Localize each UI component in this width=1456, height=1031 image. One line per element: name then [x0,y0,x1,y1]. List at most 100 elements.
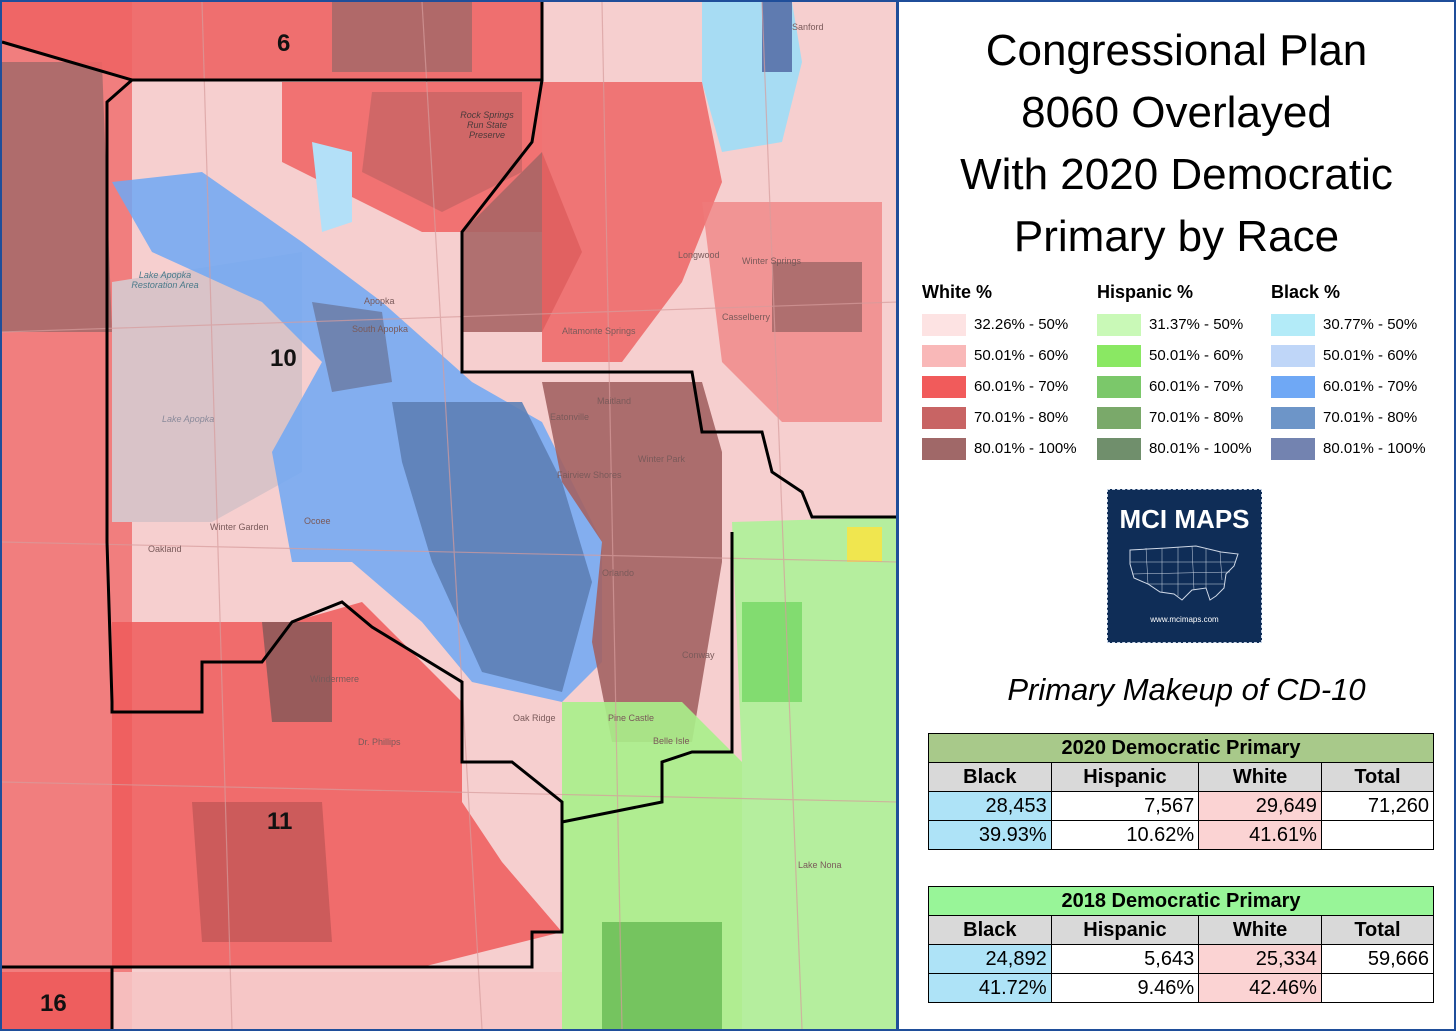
table-cell: 25,334 [1198,944,1322,974]
legend-swatch [922,314,966,336]
legend-label: 60.01% - 70% [974,378,1069,395]
table-title: 2020 Democratic Primary [928,733,1434,763]
legend-label: 70.01% - 80% [1149,409,1244,426]
table-cell: 71,260 [1320,791,1435,821]
table-cell: 9.46% [1050,973,1200,1003]
district-map[interactable]: 6 10 11 16 Sanford Lake Apopka Restorati… [2,2,898,1029]
legend-swatch [922,376,966,398]
legend-label: 50.01% - 60% [1149,347,1244,364]
place-label: Winter Springs [742,256,802,266]
legend-item: 31.37% - 50% [1097,311,1272,342]
mci-maps-logo: MCI MAPS www.mcimaps.com [1107,489,1262,643]
title-line: 8060 Overlayed [1021,88,1332,137]
table-cell: 29,649 [1198,791,1322,821]
place-label: Maitland [597,396,632,406]
place-label: Rock Springs Run State Preserve [460,110,514,140]
us-map-icon [1129,545,1239,601]
legend-heading: Black % [1271,282,1341,302]
makeup-title: Primary Makeup of CD-10 [1007,672,1366,707]
legend-swatch [922,438,966,460]
table-row: 24,892 5,643 25,334 59,666 [928,944,1435,974]
legend-label: 50.01% - 60% [1323,347,1418,364]
legend-item: 60.01% - 70% [922,373,1097,404]
legend-item: 80.01% - 100% [922,435,1097,466]
table-cell: 39.93% [928,820,1052,850]
table-cell: 59,666 [1320,944,1435,974]
legend-item: 80.01% - 100% [1271,435,1446,466]
legend-item: 70.01% - 80% [922,404,1097,435]
legend-item: 70.01% - 80% [1097,404,1272,435]
legend-label: 32.26% - 50% [974,316,1069,333]
logo-url: www.mcimaps.com [1150,615,1219,624]
map-title: Congressional Plan 8060 Overlayed With 2… [899,20,1454,268]
legend-item: 60.01% - 70% [1271,373,1446,404]
place-label: Oakland [148,544,182,554]
place-label: Dr. Phillips [358,737,401,747]
column-header: Total [1320,915,1435,945]
district-label-11: 11 [267,808,293,835]
legend-label: 30.77% - 50% [1323,316,1418,333]
primary-table-2018: 2018 Democratic Primary Black Hispanic W… [928,886,1435,1003]
table-row: 39.93% 10.62% 41.61% [928,820,1435,850]
table-cell [1320,973,1435,1003]
legend-swatch [1271,376,1315,398]
legend-heading: White % [922,282,992,302]
legend-label: 80.01% - 100% [1323,440,1426,457]
place-label: Casselberry [722,312,771,322]
legend-item: 50.01% - 60% [1097,342,1272,373]
title-line: Primary by Race [1013,212,1340,261]
info-panel: Congressional Plan 8060 Overlayed With 2… [899,2,1454,1029]
column-header: White [1198,915,1322,945]
legend-label: 60.01% - 70% [1149,378,1244,395]
table-title: 2018 Democratic Primary [928,886,1434,916]
legend-heading: Hispanic % [1097,282,1194,302]
column-header: Black [928,762,1052,792]
table-cell: 42.46% [1198,973,1322,1003]
legend-label: 80.01% - 100% [1149,440,1252,457]
legend-label: 60.01% - 70% [1323,378,1418,395]
place-label: Apopka [364,296,395,306]
table-cell: 41.72% [928,973,1052,1003]
place-label: Conway [682,650,715,660]
legend-item: 80.01% - 100% [1097,435,1272,466]
place-label: Ocoee [304,516,331,526]
legend-item: 70.01% - 80% [1271,404,1446,435]
place-label: Oak Ridge [513,713,556,723]
column-header: Hispanic [1050,915,1200,945]
title-line: With 2020 Democratic [960,150,1393,199]
table-cell: 7,567 [1050,791,1200,821]
place-label: Winter Park [638,454,686,464]
legend-white: White % 32.26% - 50% 50.01% - 60% 60.01%… [922,282,1097,466]
place-label: Pine Castle [608,713,655,723]
legend-swatch [1271,438,1315,460]
legend-swatch [1097,314,1141,336]
legend-swatch [1271,345,1315,367]
legend-label: 70.01% - 80% [1323,409,1418,426]
column-header: Hispanic [1050,762,1200,792]
legend-label: 50.01% - 60% [974,347,1069,364]
table-cell: 5,643 [1050,944,1200,974]
legend-item: 32.26% - 50% [922,311,1097,342]
place-label: South Apopka [352,324,409,334]
district-label-10: 10 [270,345,297,372]
place-label: Altamonte Springs [562,326,636,336]
place-label: Orlando [602,568,635,578]
place-label: Winter Garden [210,522,269,532]
place-label: Belle Isle [653,736,690,746]
legend-swatch [1097,345,1141,367]
primary-table-2020: 2020 Democratic Primary Black Hispanic W… [928,733,1435,850]
legend-swatch [1097,438,1141,460]
legend-item: 60.01% - 70% [1097,373,1272,404]
place-label: Lake Apopka Restoration Area [131,270,199,290]
legend-item: 50.01% - 60% [922,342,1097,373]
legend-hispanic: Hispanic % 31.37% - 50% 50.01% - 60% 60.… [1097,282,1272,466]
table-cell [1320,820,1435,850]
legend-item: 30.77% - 50% [1271,311,1446,342]
legend-swatch [922,345,966,367]
legend-label: 31.37% - 50% [1149,316,1244,333]
table-row: 41.72% 9.46% 42.46% [928,973,1435,1003]
legend-swatch [1097,407,1141,429]
legend-label: 80.01% - 100% [974,440,1077,457]
table-cell: 28,453 [928,791,1052,821]
